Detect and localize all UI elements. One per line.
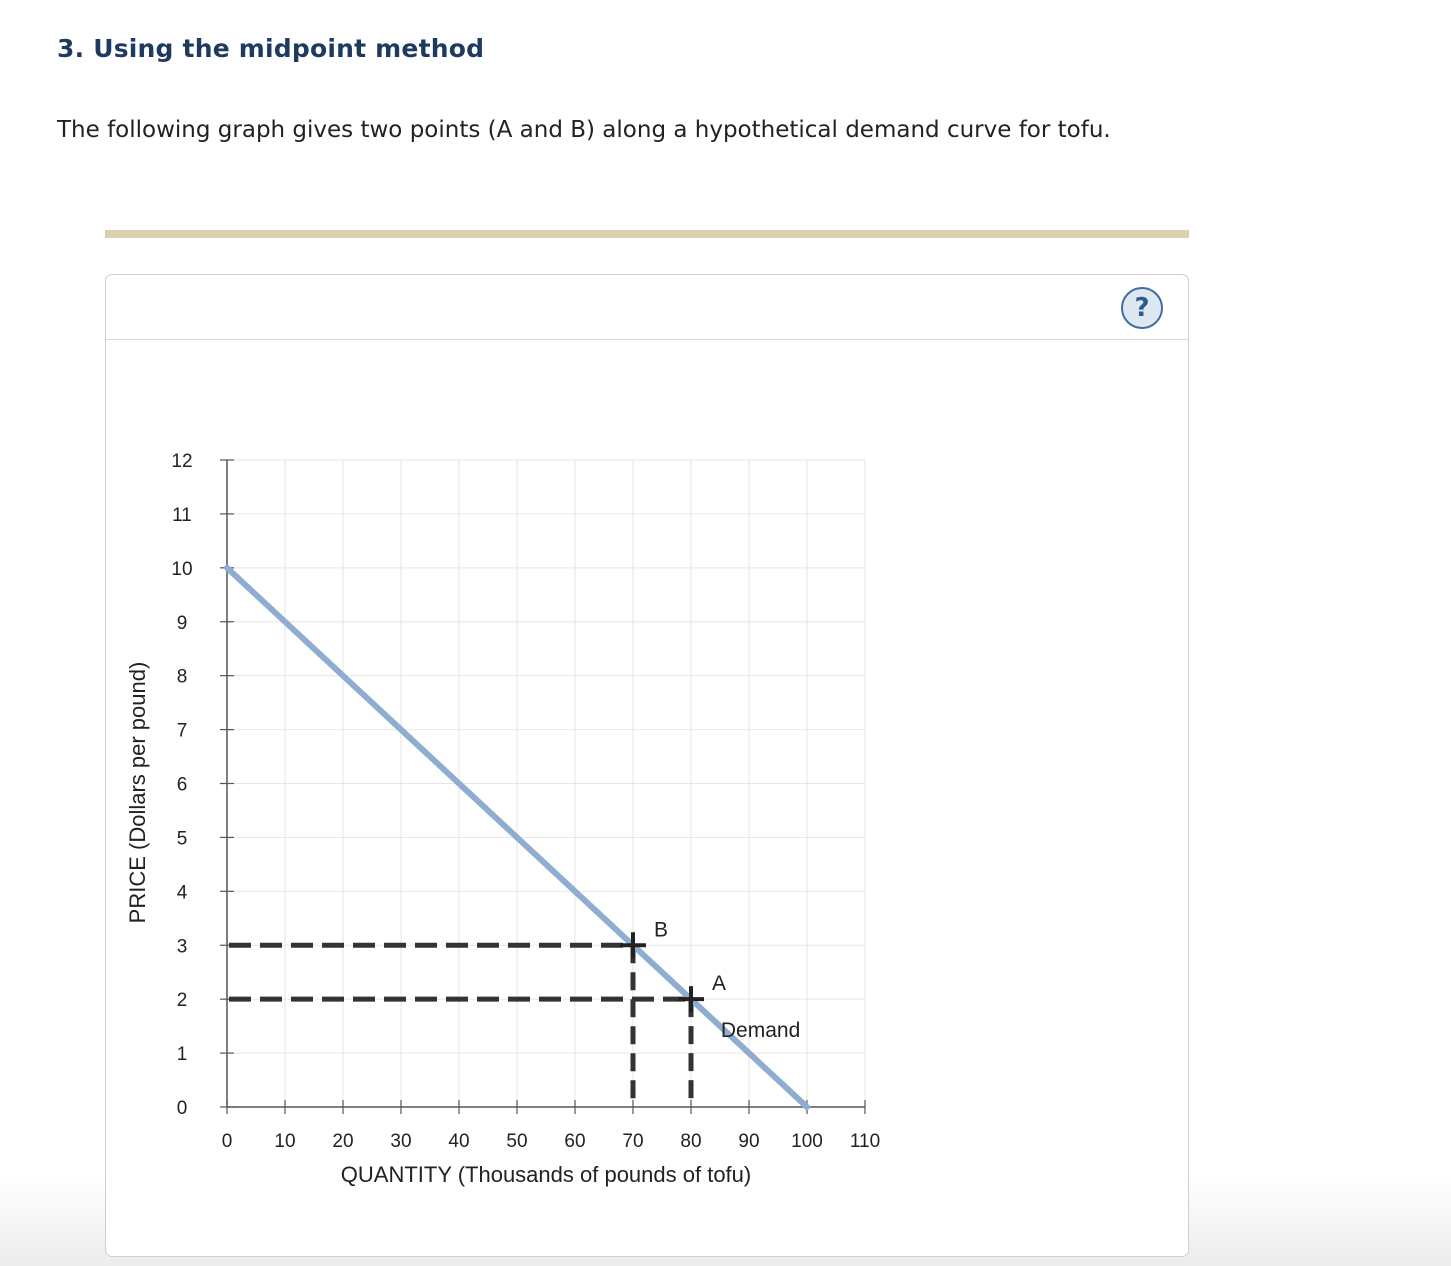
question-mark-icon: ? [1134,293,1150,323]
x-tick-label: 80 [680,1131,701,1152]
help-button[interactable]: ? [1121,287,1163,329]
point-label-A: A [712,972,726,995]
y-tick-label: 5 [177,828,188,849]
x-tick-label: 10 [274,1131,295,1152]
question-heading: 3. Using the midpoint method [57,34,485,63]
labels: QUANTITY (Thousands of pounds of tofu) PR… [125,662,800,1187]
y-tick-label: 7 [177,721,188,742]
x-tick-label: 20 [332,1131,353,1152]
x-tick-label: 90 [738,1131,759,1152]
x-tick-label: 110 [850,1131,880,1152]
y-tick-label: 11 [172,505,192,526]
x-tick-label: 50 [506,1131,527,1152]
x-tick-label: 100 [791,1131,823,1152]
y-tick-label: 10 [171,559,192,580]
x-tick-label: 0 [222,1131,233,1152]
question-intro: The following graph gives two points (A … [57,117,1111,143]
series [224,564,810,1110]
divider-bar [105,230,1189,238]
y-axis-title: PRICE (Dollars per pound) [125,662,150,924]
y-tick-label: 4 [177,882,188,903]
grid [227,459,866,1107]
y-tick-label: 0 [177,1098,188,1119]
y-tick-label: 6 [177,775,188,796]
x-tick-label: 30 [390,1131,411,1152]
y-tick-label: 2 [177,990,188,1011]
points [620,932,704,1013]
panel-header: ? [106,275,1188,340]
point-label-B: B [654,918,668,941]
y-tick-label: 3 [177,936,188,957]
x-tick-label: 70 [622,1131,643,1152]
graph-panel: ? [105,274,1189,1257]
series-label-demand: Demand [721,1019,800,1042]
x-axis-title: QUANTITY (Thousands of pounds of tofu) [341,1162,751,1187]
x-tick-label: 40 [448,1131,469,1152]
series-line-demand [224,564,810,1110]
guide-lines [229,942,694,1107]
y-tick-label: 9 [177,613,188,634]
y-tick-label: 8 [177,667,188,688]
y-tick-label: 12 [171,451,192,472]
axes: 0 10 20 30 40 50 60 70 80 90 100 110012345678910111… [171,451,880,1152]
y-tick-label: 1 [177,1044,188,1065]
x-tick-label: 60 [564,1131,585,1152]
